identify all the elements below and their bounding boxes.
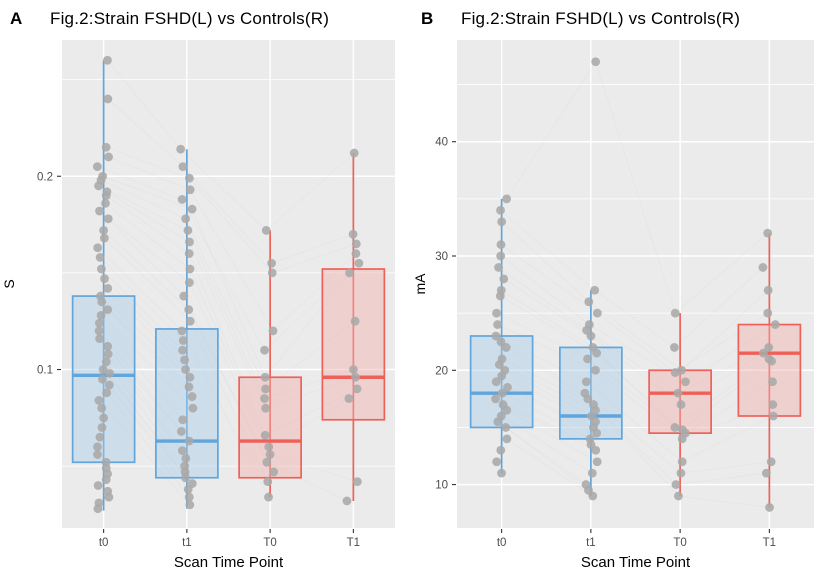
panel-a-points-T0	[260, 225, 279, 502]
svg-text:T0: T0	[263, 537, 276, 549]
panel-b-points-T1	[758, 228, 780, 512]
svg-text:20: 20	[435, 365, 448, 377]
svg-text:Scan Time Point: Scan Time Point	[581, 554, 691, 571]
panel-a-y-axis: 0.1 0.2	[37, 171, 61, 377]
panel-b-y-axis-title: mA	[412, 273, 428, 295]
panel-a-x-axis-title: Scan Time Point	[174, 554, 284, 571]
svg-text:t0: t0	[99, 537, 109, 549]
panel-a-header: A Fig.2:Strain FSHD(L) vs Controls(R)	[0, 0, 411, 38]
panel-a-box-T1	[321, 153, 386, 501]
panel-a-points-t1	[176, 144, 198, 510]
panel-b-x-axis-title: Scan Time Point	[581, 554, 691, 571]
panel-b-header: B Fig.2:Strain FSHD(L) vs Controls(R)	[411, 0, 823, 38]
panel-b-trajectory-lines	[495, 61, 776, 508]
panel-b-plot: 10 20 30 40 t0 t1 T0 T1 Scan Time Point mA	[412, 40, 814, 571]
panel-a-title: Fig.2:Strain FSHD(L) vs Controls(R)	[50, 9, 330, 28]
svg-text:0.1: 0.1	[37, 365, 53, 377]
panel-a-box-T0	[238, 230, 302, 498]
panel-a-trajectory-lines	[97, 59, 360, 506]
svg-text:T0: T0	[673, 537, 686, 549]
svg-text:Scan Time Point: Scan Time Point	[174, 554, 284, 571]
svg-text:T1: T1	[763, 537, 776, 549]
svg-text:t1: t1	[586, 537, 596, 549]
svg-text:t1: t1	[182, 537, 192, 549]
panel-b-tag: B	[421, 9, 434, 28]
panel-b-y-axis: 10 20 30 40	[435, 137, 456, 492]
svg-text:0.2: 0.2	[37, 171, 53, 183]
panel-a-box-t1	[155, 149, 219, 509]
svg-text:S: S	[1, 279, 17, 288]
panel-b-points-T0	[669, 308, 690, 501]
panel-b-background	[457, 40, 814, 528]
panel-a-plot: 0.1 0.2 t0 t1 T0 T1 Scan Time Point S	[1, 40, 395, 571]
panel-a-y-axis-title: S	[1, 279, 17, 288]
panel-b-points-t1	[580, 57, 602, 501]
svg-text:10: 10	[435, 480, 448, 492]
panel-a-background	[62, 40, 395, 528]
svg-text:30: 30	[435, 251, 448, 263]
svg-text:t0: t0	[497, 537, 507, 549]
panel-a-points-T1	[342, 148, 364, 506]
panel-a-tag: A	[10, 9, 23, 28]
panel-a: A Fig.2:Strain FSHD(L) vs Controls(R) 0.…	[0, 0, 411, 581]
panel-b-box-T1	[737, 233, 802, 508]
svg-text:T1: T1	[347, 537, 360, 549]
panel-b-points-t0	[491, 194, 512, 478]
svg-text:mA: mA	[412, 273, 428, 295]
panel-b-x-axis: t0 t1 T0 T1	[497, 529, 776, 549]
panel-a-points-t0	[92, 55, 115, 514]
panel-a-x-axis: t0 t1 T0 T1	[99, 529, 360, 549]
svg-text:40: 40	[435, 137, 448, 149]
panel-b: B Fig.2:Strain FSHD(L) vs Controls(R) 10…	[411, 0, 823, 581]
panel-b-title: Fig.2:Strain FSHD(L) vs Controls(R)	[461, 9, 741, 28]
